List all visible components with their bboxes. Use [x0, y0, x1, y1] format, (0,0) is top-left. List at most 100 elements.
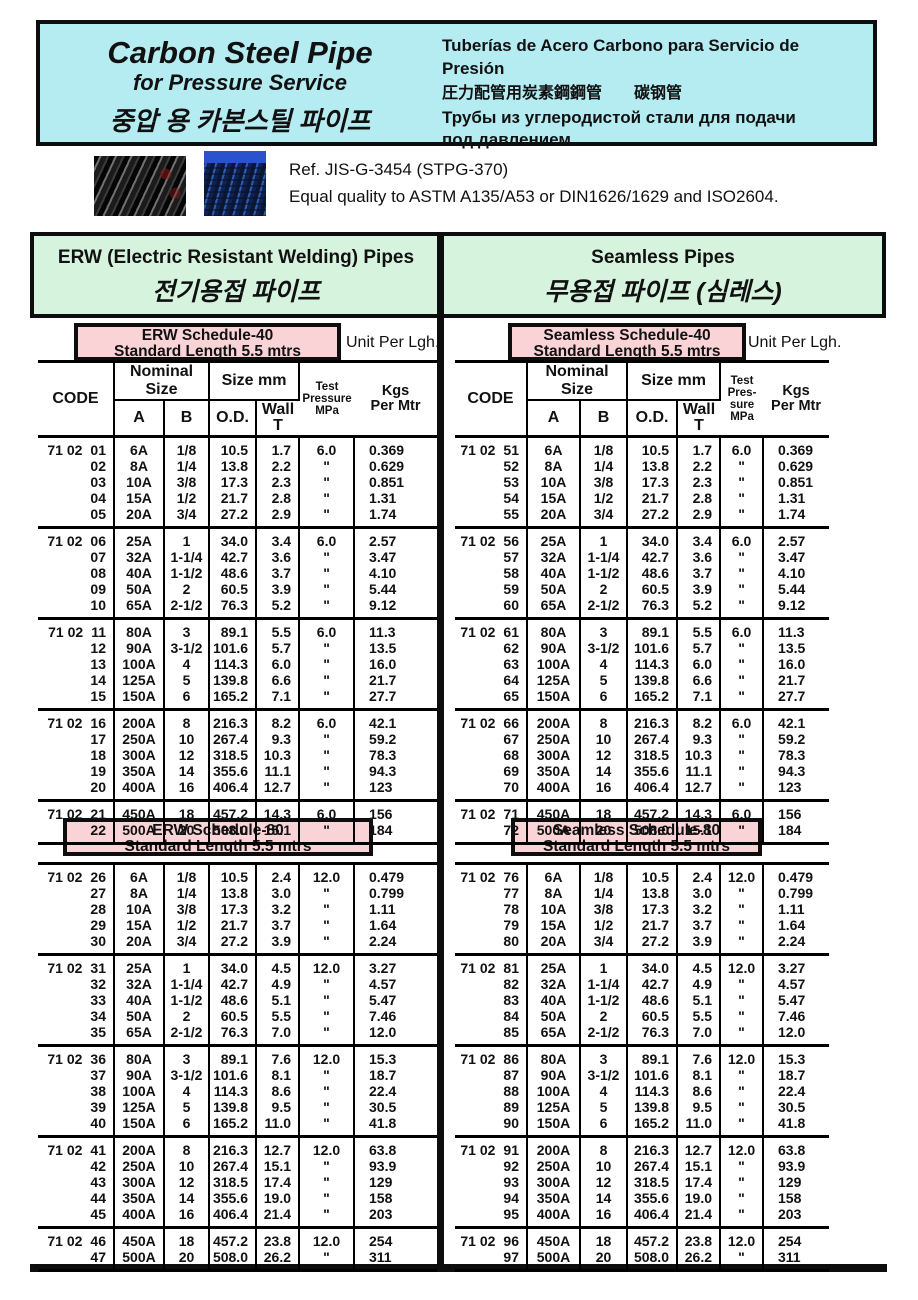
- a-cell: 32A: [114, 976, 165, 992]
- wall-cell: 2.9: [256, 505, 301, 527]
- code-cell: 88: [455, 1083, 528, 1099]
- code-cell: 43: [38, 1174, 115, 1190]
- code-suffix: 18: [90, 746, 106, 763]
- test-cell: 12.0: [720, 1045, 764, 1067]
- code-cell: 94: [455, 1190, 528, 1206]
- test-cell: ": [720, 917, 764, 933]
- kgs-cell: 16.0: [778, 655, 806, 672]
- od-cell: 267.4: [209, 1158, 257, 1174]
- od-cell: 267.4: [627, 730, 679, 747]
- erw-schedule40-title-box: ERW Schedule-40 Standard Length 5.5 mtrs: [74, 323, 341, 361]
- code-cell: 71 02 76: [455, 863, 528, 885]
- table-row: 37 90A 3-1/2 101.6 8.1 " 18.7: [38, 1067, 437, 1083]
- table-row: 28 10A 3/8 17.3 3.2 " 1.11: [38, 901, 437, 917]
- kgs-cell: 78.3: [369, 746, 397, 763]
- b-cell: 2-1/2: [580, 596, 629, 618]
- test-cell: ": [720, 1067, 764, 1083]
- a-cell: 32A: [527, 976, 581, 992]
- code-suffix: 47: [90, 1249, 106, 1265]
- wall-t-header: Wall T: [261, 400, 295, 434]
- od-header: O.D.: [627, 400, 679, 436]
- od-cell: 60.5: [627, 580, 679, 597]
- code-cell: 71 02 41: [38, 1136, 115, 1158]
- a-cell: 8A: [527, 457, 581, 474]
- test-cell: ": [720, 1158, 764, 1174]
- wall-cell: 1.7: [256, 436, 301, 458]
- a-cell: 8A: [527, 885, 581, 901]
- od-cell: 34.0: [627, 527, 679, 549]
- table-row: 62 90A 3-1/2 101.6 5.7 " 13.5: [455, 639, 829, 656]
- b-cell: 8: [164, 1136, 210, 1158]
- test-cell: ": [299, 746, 356, 763]
- od-cell: 114.3: [209, 655, 258, 672]
- table-row: 19 350A 14 355.6 11.1 " 94.3: [38, 762, 437, 779]
- od-cell: 21.7: [627, 489, 679, 506]
- table-row: 63 100A 4 114.3 6.0 " 16.0: [455, 655, 829, 672]
- code-suffix: 52: [503, 457, 519, 474]
- kgs-cell: 59.2: [778, 730, 806, 747]
- kgs-cell: 11.3: [369, 623, 396, 640]
- wall-cell: 5.5: [256, 618, 301, 640]
- code-suffix: 70: [503, 778, 519, 795]
- code-suffix: 91: [503, 1142, 519, 1158]
- od-cell: 139.8: [627, 671, 679, 688]
- od-cell: 508.0: [209, 1249, 257, 1271]
- test-cell: 6.0: [720, 709, 765, 731]
- a-cell: 8A: [114, 885, 165, 901]
- page-title-korean: 중압 용 카본스틸 파이프: [109, 106, 371, 136]
- a-cell: 20A: [527, 933, 581, 955]
- wall-cell: 5.2: [677, 596, 722, 618]
- test-cell: ": [299, 778, 356, 800]
- table-row: 20 400A 16 406.4 12.7 " 123: [38, 778, 437, 800]
- code-suffix: 65: [503, 687, 519, 704]
- od-cell: 318.5: [209, 1174, 257, 1190]
- kgs-cell: 3.47: [369, 548, 397, 565]
- code-prefix: 71 02: [460, 1233, 496, 1249]
- code-group: 71 02 06 25A 1 34.0 3.4 6.0 2.57 07 32A 1-1/4 42.7 3…: [38, 527, 438, 618]
- test-cell: ": [720, 933, 764, 955]
- code-group: 71 02 71 450A 18 457.2 14.3 6.0 156 72 500A 20 508.…: [455, 800, 830, 843]
- test-cell: 6.0: [720, 618, 765, 640]
- black-steel-pipes-photo: [94, 156, 186, 216]
- table-row: 53 10A 3/8 17.3 2.3 " 0.851: [455, 473, 829, 490]
- test-cell: ": [720, 1249, 764, 1271]
- title-spanish: Tuberías de Acero Carbono para Servicio …: [442, 36, 800, 78]
- od-cell: 457.2: [627, 1227, 678, 1249]
- table-row: 04 15A 1/2 21.7 2.8 " 1.31: [38, 489, 437, 506]
- kgs-cell: 123: [778, 778, 802, 795]
- wall-cell: 3.2: [256, 901, 300, 917]
- od-cell: 27.2: [627, 505, 679, 527]
- code-cell: 10: [38, 596, 115, 618]
- od-cell: 10.5: [209, 436, 258, 458]
- kgs-cell: 1.64: [778, 917, 806, 933]
- table-row: 71 02 21 450A 18 457.2 14.3 6.0 156: [38, 800, 437, 822]
- test-cell: ": [299, 548, 356, 565]
- wall-cell: 10.3: [677, 746, 722, 763]
- table-row: 54 15A 1/2 21.7 2.8 " 1.31: [455, 489, 829, 506]
- table-row: 71 02 56 25A 1 34.0 3.4 6.0 2.57: [455, 527, 829, 549]
- code-group: 71 02 41 200A 8 216.3 12.7 12.0 63.8 42 250A 10 267…: [38, 1136, 437, 1228]
- kgs-cell: 129: [778, 1174, 802, 1190]
- kgs-cell: 158: [369, 1190, 393, 1206]
- code-suffix: 38: [90, 1083, 106, 1099]
- code-suffix: 29: [90, 917, 106, 933]
- code-cell: 52: [455, 457, 528, 474]
- nominal-a-header: A: [114, 400, 165, 436]
- test-cell: ": [299, 730, 356, 747]
- wall-cell: 11.0: [256, 1115, 300, 1137]
- code-suffix: 09: [90, 580, 106, 597]
- b-cell: 1/4: [164, 457, 211, 474]
- kgs-cell: 78.3: [778, 746, 806, 763]
- wall-cell: 8.1: [677, 1067, 721, 1083]
- code-cell: 17: [38, 730, 115, 747]
- code-suffix: 35: [90, 1024, 106, 1040]
- od-cell: 21.7: [627, 917, 678, 933]
- test-cell: ": [299, 917, 355, 933]
- od-cell: 17.3: [209, 473, 258, 490]
- code-suffix: 32: [90, 976, 106, 992]
- od-cell: 48.6: [627, 992, 678, 1008]
- code-group: 71 02 11 80A 3 89.1 5.5 6.0 11.3 12 90A 3-1/2 101.6…: [38, 618, 438, 709]
- a-cell: 400A: [114, 1206, 165, 1228]
- table-row: 71 02 31 25A 1 34.0 4.5 12.0 3.27: [38, 954, 437, 976]
- b-cell: 3: [580, 1045, 628, 1067]
